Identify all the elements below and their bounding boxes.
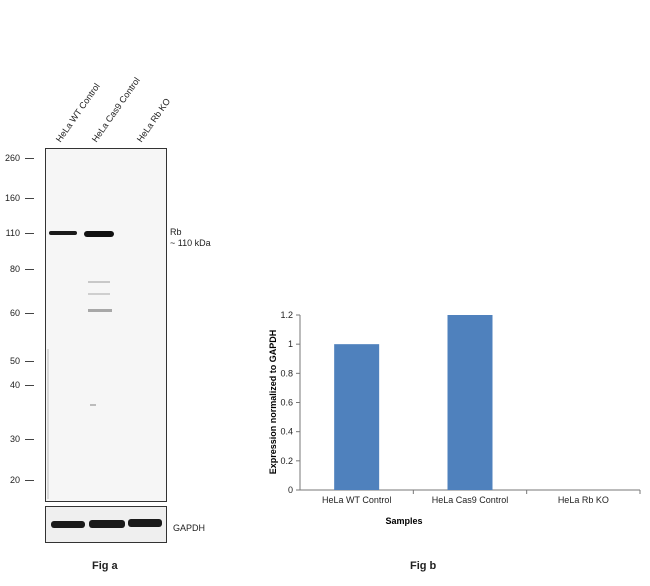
gapdh-band-ko [128,519,162,527]
mw-marker-40: 40 [9,380,20,390]
y-tick-label: 1.2 [280,310,293,320]
y-tick-label: 0.6 [280,398,293,408]
mw-marker-50: 50 [9,356,20,366]
x-tick-label: HeLa Cas9 Control [432,495,509,505]
rb-band-wt [49,231,77,235]
mw-marker-160: 160 [4,193,20,203]
figure-label-b: Fig b [410,560,437,572]
band-size-label: ~ 110 kDa [170,238,211,248]
blot-bands [47,231,114,499]
mw-marker-20: 20 [9,475,20,485]
loading-control-label: GAPDH [173,523,206,533]
band-label-rb: Rb [170,227,182,237]
y-tick-label: 0.2 [280,456,293,466]
blot-membrane [45,148,167,502]
gapdh-band-cas9 [89,520,125,528]
y-tick-label: 0.8 [280,368,293,378]
mw-marker-30: 30 [9,434,20,444]
x-tick-label: HeLa WT Control [322,495,391,505]
y-tick-label: 1 [288,339,293,349]
gapdh-band-wt [51,521,85,528]
y-tick-label: 0.4 [280,427,293,437]
mw-marker-110: 110 [5,228,20,238]
y-tick-label: 0 [288,485,293,495]
y-axis-title: Expression normalized to GAPDH [268,330,278,475]
gapdh-blot [45,506,167,543]
faint-band-4 [90,404,96,406]
faint-band-1 [88,281,110,283]
rb-band-cas9 [84,231,114,237]
x-axis-title: Samples [385,516,422,526]
mw-marker-60: 60 [9,308,20,318]
figure-label-a: Fig a [92,560,118,572]
mw-marker-260: 260 [4,153,20,163]
gapdh-bands [51,519,162,528]
x-tick-label: HeLa Rb KO [558,495,609,505]
mw-marker-80: 80 [9,264,20,274]
faint-band-2 [88,293,110,295]
bar [334,344,380,490]
faint-band-3 [88,309,112,312]
bar [447,315,493,490]
